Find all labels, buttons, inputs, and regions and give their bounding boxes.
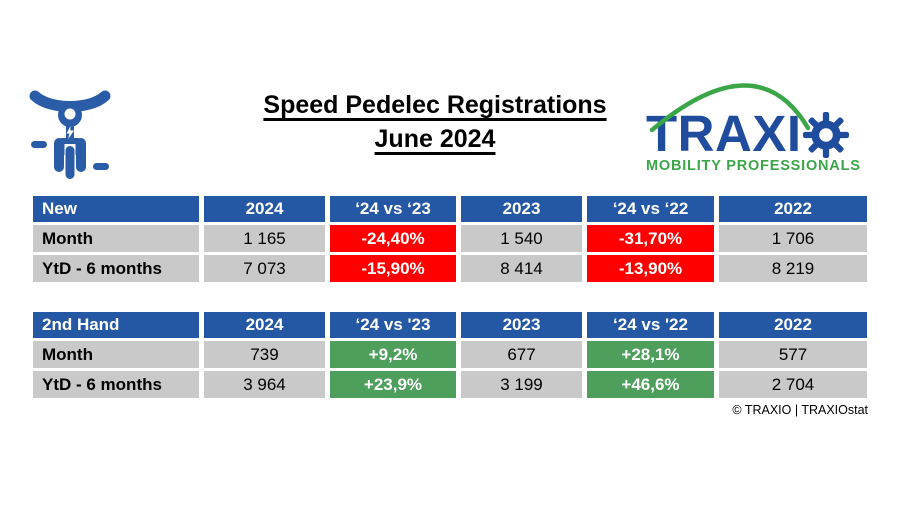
row-label: YtD - 6 months bbox=[33, 255, 199, 282]
value-2023: 8 414 bbox=[461, 255, 582, 282]
header-row: New 2024 ‘24 vs ‘23 2023 ‘24 vs ‘22 2022 bbox=[33, 196, 867, 222]
delta-24-vs-22: -31,70% bbox=[587, 225, 714, 252]
delta-24-vs-22: +28,1% bbox=[587, 341, 714, 368]
column-header-2022: 2022 bbox=[719, 196, 867, 222]
column-header-2022: 2022 bbox=[719, 312, 867, 338]
column-header-24-vs-22: ‘24 vs '22 bbox=[587, 312, 714, 338]
value-2022: 2 704 bbox=[719, 371, 867, 398]
column-header-24-vs-22: ‘24 vs ‘22 bbox=[587, 196, 714, 222]
brand-tagline: MOBILITY PROFESSIONALS bbox=[646, 158, 861, 174]
speed-pedelec-icon-svg bbox=[29, 90, 111, 180]
table-row-ytd: YtD - 6 months 3 964 +23,9% 3 199 +46,6%… bbox=[33, 371, 867, 398]
second-hand-registrations-table: 2nd Hand 2024 ‘24 vs '23 2023 ‘24 vs '22… bbox=[28, 309, 872, 401]
table-row-month: Month 739 +9,2% 677 +28,1% 577 bbox=[33, 341, 867, 368]
value-2024: 7 073 bbox=[204, 255, 325, 282]
column-header-2023: 2023 bbox=[461, 312, 582, 338]
delta-24-vs-23: +23,9% bbox=[330, 371, 456, 398]
brand-row: TRAXI bbox=[646, 104, 849, 162]
column-header-2nd-hand: 2nd Hand bbox=[33, 312, 199, 338]
traxio-logo: TRAXI MOBILITY PROFESSIONALS bbox=[644, 82, 870, 186]
row-label: YtD - 6 months bbox=[33, 371, 199, 398]
header-row: 2nd Hand 2024 ‘24 vs '23 2023 ‘24 vs '22… bbox=[33, 312, 867, 338]
value-2024: 1 165 bbox=[204, 225, 325, 252]
column-header-24-vs-23: ‘24 vs '23 bbox=[330, 312, 456, 338]
copyright: © TRAXIO | TRAXIOstat bbox=[732, 403, 868, 417]
page-title: Speed Pedelec Registrations June 2024 bbox=[140, 88, 730, 156]
value-2022: 1 706 bbox=[719, 225, 867, 252]
table-row-ytd: YtD - 6 months 7 073 -15,90% 8 414 -13,9… bbox=[33, 255, 867, 282]
column-header-2024: 2024 bbox=[204, 196, 325, 222]
value-2023: 3 199 bbox=[461, 371, 582, 398]
table-row-month: Month 1 165 -24,40% 1 540 -31,70% 1 706 bbox=[33, 225, 867, 252]
title-line-2: June 2024 bbox=[374, 125, 496, 153]
brand-wordmark: TRAXI bbox=[646, 104, 802, 162]
delta-24-vs-23: +9,2% bbox=[330, 341, 456, 368]
value-2022: 577 bbox=[719, 341, 867, 368]
value-2023: 677 bbox=[461, 341, 582, 368]
new-registrations-table: New 2024 ‘24 vs ‘23 2023 ‘24 vs ‘22 2022… bbox=[28, 193, 872, 285]
delta-24-vs-23: -24,40% bbox=[330, 225, 456, 252]
value-2024: 3 964 bbox=[204, 371, 325, 398]
row-label: Month bbox=[33, 225, 199, 252]
column-header-24-vs-23: ‘24 vs ‘23 bbox=[330, 196, 456, 222]
column-header-new: New bbox=[33, 196, 199, 222]
column-header-2023: 2023 bbox=[461, 196, 582, 222]
delta-24-vs-22: +46,6% bbox=[587, 371, 714, 398]
speed-pedelec-icon bbox=[28, 82, 112, 180]
value-2024: 739 bbox=[204, 341, 325, 368]
gear-icon bbox=[802, 111, 849, 158]
title-line-1: Speed Pedelec Registrations bbox=[263, 91, 607, 119]
delta-24-vs-22: -13,90% bbox=[587, 255, 714, 282]
delta-24-vs-23: -15,90% bbox=[330, 255, 456, 282]
column-header-2024: 2024 bbox=[204, 312, 325, 338]
value-2023: 1 540 bbox=[461, 225, 582, 252]
value-2022: 8 219 bbox=[719, 255, 867, 282]
row-label: Month bbox=[33, 341, 199, 368]
